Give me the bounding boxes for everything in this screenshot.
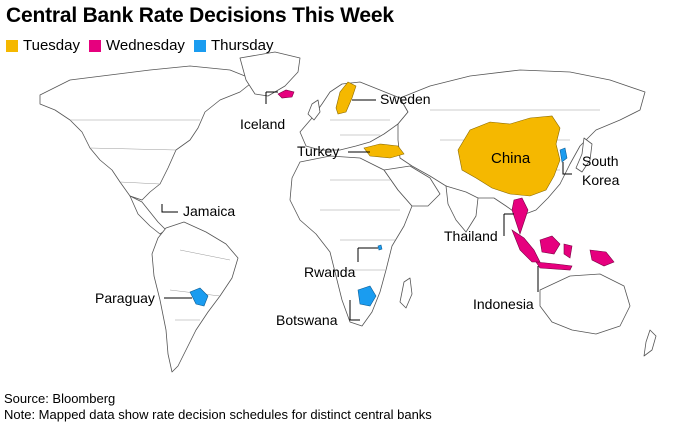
legend-item-thursday: Thursday <box>193 37 274 54</box>
page-title: Central Bank Rate Decisions This Week <box>6 4 394 27</box>
source-note: Source: Bloomberg <box>4 391 116 406</box>
land-masses <box>39 51 657 373</box>
japan <box>575 137 593 173</box>
country-sweden <box>335 81 357 115</box>
country-south-korea <box>559 147 568 163</box>
australia <box>539 273 631 335</box>
label-south-korea-2: Korea <box>582 172 620 188</box>
country-indonesia-sulawesi <box>563 243 573 259</box>
north-america <box>39 65 256 201</box>
legend-item-wednesday: Wednesday <box>88 37 185 54</box>
madagascar <box>399 277 413 309</box>
country-paraguay <box>189 287 209 307</box>
legend-label-thursday: Thursday <box>210 37 274 54</box>
country-turkey <box>363 143 405 159</box>
leader-thailand <box>503 213 514 236</box>
label-china: China <box>491 150 531 167</box>
country-indonesia-papua <box>589 249 615 267</box>
wednesday-countries <box>277 89 615 271</box>
country-iceland <box>277 89 295 99</box>
legend-swatch-thursday <box>193 39 206 52</box>
label-sweden: Sweden <box>380 91 431 107</box>
leader-rwanda <box>357 247 378 262</box>
label-botswana: Botswana <box>276 312 338 328</box>
label-thailand: Thailand <box>444 228 498 244</box>
india <box>445 185 479 233</box>
country-labels: Sweden Iceland Turkey China South Korea … <box>95 91 620 328</box>
country-indonesia-borneo <box>539 235 561 255</box>
leader-south-korea <box>562 162 572 175</box>
country-botswana <box>357 285 377 307</box>
footnote: Note: Mapped data show rate decision sch… <box>4 407 432 422</box>
new-zealand <box>643 329 657 357</box>
label-south-korea-1: South <box>582 153 619 169</box>
country-indonesia-java <box>535 261 573 271</box>
leader-jamaica <box>161 204 178 213</box>
tuesday-countries <box>335 81 561 197</box>
legend-label-tuesday: Tuesday <box>23 37 80 54</box>
country-china <box>457 115 561 197</box>
label-indonesia: Indonesia <box>473 296 534 312</box>
label-paraguay: Paraguay <box>95 290 155 306</box>
legend-label-wednesday: Wednesday <box>105 37 185 54</box>
label-iceland: Iceland <box>240 116 285 132</box>
label-jamaica: Jamaica <box>183 203 235 219</box>
uk <box>307 99 321 121</box>
central-america <box>129 195 167 235</box>
country-rwanda <box>377 244 383 251</box>
label-turkey: Turkey <box>297 143 339 159</box>
arabia <box>383 165 441 207</box>
thursday-countries <box>189 147 568 307</box>
leader-botswana <box>349 300 360 321</box>
legend-swatch-tuesday <box>6 39 18 52</box>
legend: Tuesday Wednesday Thursday <box>6 37 282 54</box>
country-indonesia-sumatra <box>511 229 541 263</box>
leader-lines <box>161 91 572 321</box>
country-thailand <box>511 197 529 235</box>
legend-swatch-wednesday <box>88 39 101 52</box>
label-rwanda: Rwanda <box>304 264 356 280</box>
legend-item-tuesday: Tuesday <box>6 37 80 54</box>
world-map: Sweden Iceland Turkey China South Korea … <box>39 51 657 373</box>
leader-iceland <box>265 91 278 104</box>
greenland <box>239 51 301 97</box>
